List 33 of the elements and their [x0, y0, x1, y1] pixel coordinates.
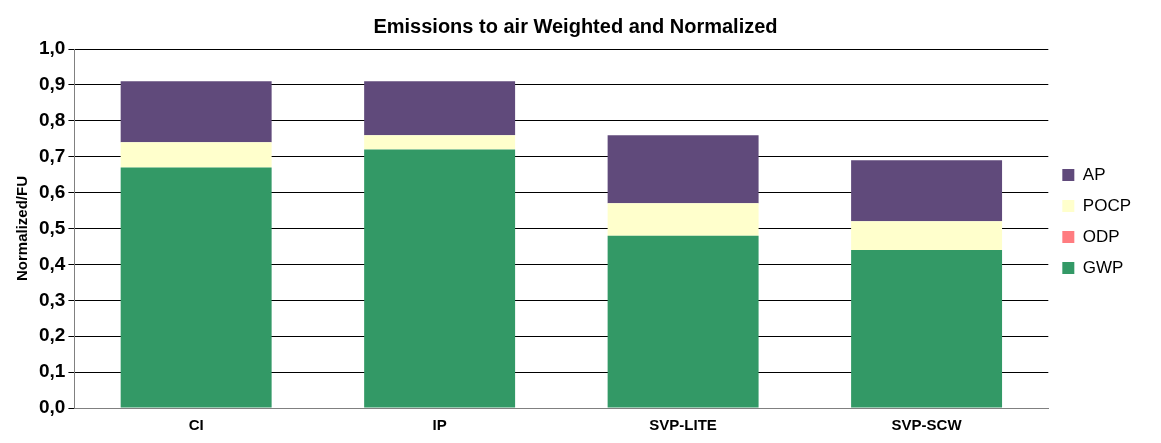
- y-tick-label: 0,6: [38, 180, 66, 202]
- y-axis-title: Normalized/FU: [13, 175, 31, 282]
- x-tick-label: SVP-LITE: [649, 416, 717, 434]
- bar: [607, 235, 759, 408]
- y-tick-label: 0,9: [38, 73, 66, 95]
- bar: [120, 167, 272, 408]
- y-tick-label: 0,0: [38, 396, 66, 418]
- y-tick-label: 0,4: [38, 252, 66, 274]
- bar: [851, 250, 1003, 408]
- legend-label: AP: [1082, 164, 1106, 184]
- bar: [364, 135, 516, 150]
- bar: [851, 160, 1003, 222]
- bar: [607, 135, 759, 204]
- y-tick-label: 0,2: [38, 324, 66, 346]
- bar: [364, 81, 516, 136]
- chart-title: Emissions to air Weighted and Normalized: [373, 14, 778, 37]
- x-tick-label: SVP-SCW: [891, 416, 963, 434]
- y-tick-label: 0,7: [38, 144, 66, 166]
- x-tick-label: IP: [432, 416, 447, 434]
- y-tick-label: 0,8: [38, 109, 66, 131]
- legend-label: POCP: [1082, 195, 1132, 215]
- y-tick-label: 0,5: [38, 216, 66, 238]
- bar: [120, 81, 272, 143]
- y-tick-label: 1,0: [38, 37, 66, 59]
- bar: [120, 142, 272, 168]
- legend-label: GWP: [1082, 257, 1124, 277]
- x-tick-label: CI: [188, 416, 204, 434]
- y-tick-label: 0,1: [38, 360, 66, 382]
- bar: [851, 221, 1003, 251]
- bar: [364, 149, 516, 408]
- bar: [607, 203, 759, 236]
- y-tick-label: 0,3: [38, 288, 66, 310]
- legend-label: ODP: [1082, 226, 1120, 246]
